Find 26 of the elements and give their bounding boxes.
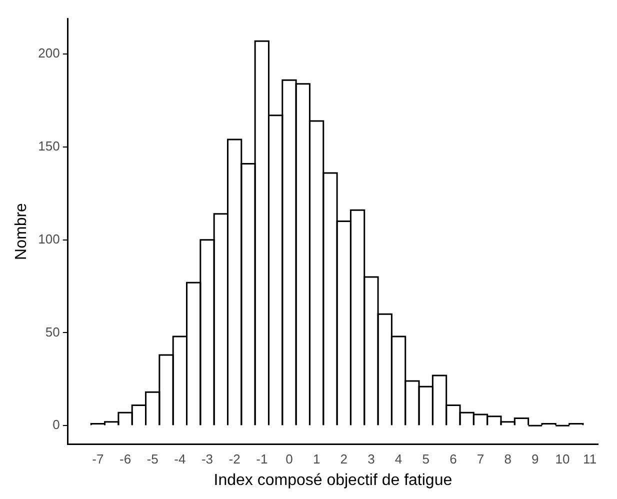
x-tick-label: -2 xyxy=(228,452,240,467)
y-axis-title: Nombre xyxy=(13,202,30,260)
x-tick-label: -5 xyxy=(146,452,158,467)
x-tick-label: 10 xyxy=(555,452,570,467)
y-tick-label: 100 xyxy=(38,231,60,246)
x-tick-label: 8 xyxy=(504,452,512,467)
x-tick-label: -7 xyxy=(92,452,104,467)
x-tick-label: 1 xyxy=(312,452,320,467)
x-tick-label: 11 xyxy=(583,452,597,467)
y-tick-label: 150 xyxy=(38,138,60,154)
y-tick-label: 50 xyxy=(45,324,60,340)
x-tick-label: 7 xyxy=(476,452,484,467)
x-tick-label: 4 xyxy=(394,452,402,467)
y-tick-label: 0 xyxy=(52,417,60,432)
x-tick-label: -4 xyxy=(174,452,186,467)
x-tick-label: -6 xyxy=(119,452,132,467)
x-tick-label: 5 xyxy=(422,452,430,467)
x-tick-label: 0 xyxy=(286,452,293,467)
x-tick-label: -3 xyxy=(201,452,214,467)
x-tick-label: 6 xyxy=(450,452,457,467)
x-tick-label: -1 xyxy=(256,452,268,467)
x-tick-label: 9 xyxy=(532,452,539,467)
x-tick-label: 2 xyxy=(340,452,348,467)
x-axis-title: Index composé objectif de fatigue xyxy=(214,472,452,489)
x-tick-label: 3 xyxy=(368,452,375,467)
y-tick-label: 200 xyxy=(38,46,60,61)
